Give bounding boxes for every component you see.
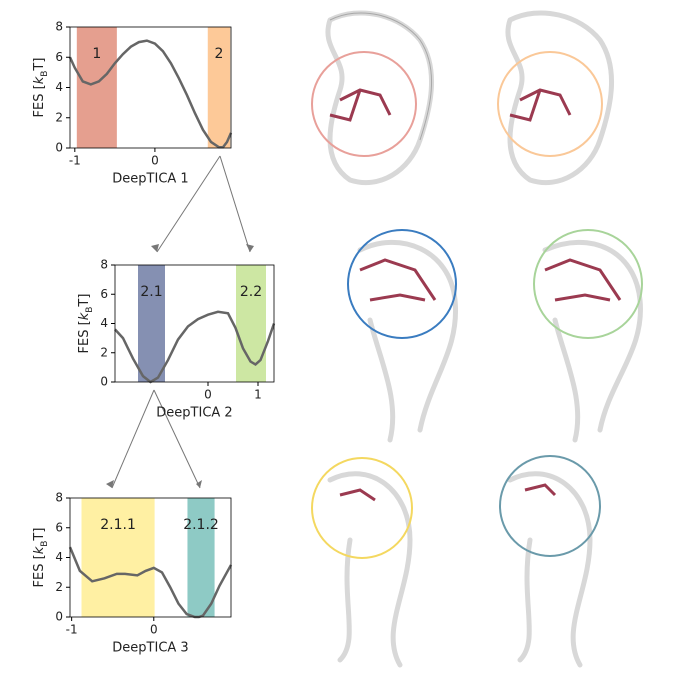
x-axis-label: DeepTICA 1 [112, 172, 188, 187]
x-tick-label: -1 [69, 154, 81, 168]
arrow [156, 155, 221, 253]
region-label: 2.1.1 [100, 517, 136, 533]
y-axis-label-part: FES [ [77, 320, 92, 353]
y-tick-label: 4 [100, 316, 108, 330]
y-axis-label-part: FES [ [32, 84, 47, 117]
y-tick-label: 6 [55, 520, 63, 534]
fes-curve [114, 310, 276, 384]
arrow [111, 389, 155, 489]
structure [533, 229, 643, 443]
y-tick-label: 0 [55, 610, 63, 624]
region-label: 2.1.2 [183, 517, 219, 533]
region [207, 27, 231, 148]
y-tick-label: 8 [55, 491, 63, 505]
structure-images [311, 10, 643, 668]
structure [311, 457, 413, 668]
y-axis-label-part: k [32, 76, 47, 84]
y-tick-label: 6 [100, 287, 108, 301]
region [236, 265, 266, 382]
x-axis-label: DeepTICA 3 [112, 641, 188, 656]
structure [499, 455, 601, 668]
y-axis-label-part: B [40, 71, 50, 77]
y-axis-label: FES [kBT] [32, 528, 50, 588]
x-tick-label: 0 [151, 154, 159, 168]
fes-curve [68, 546, 233, 619]
region [76, 27, 117, 148]
y-tick-label: 0 [100, 375, 108, 389]
y-axis-label-part: T] [32, 58, 47, 72]
region [138, 265, 165, 382]
y-axis-label: FES [kBT] [32, 58, 50, 118]
chart: 2.1 2.2 0 2 4 6 8 0 1 DeepTICA 2 FES [kBT] [77, 258, 276, 421]
chart: 1 2 0 2 4 6 8 -1 0 DeepTICA 1 FES [kBT] [32, 20, 233, 187]
y-axis-label-part: k [77, 312, 92, 320]
y-tick-label: 4 [55, 550, 63, 564]
region [187, 498, 215, 617]
y-tick-label: 8 [100, 258, 108, 272]
y-axis-label-part: T] [77, 294, 92, 308]
structure [347, 229, 459, 443]
region-label: 2.2 [240, 284, 262, 300]
y-axis-label-part: T] [32, 528, 47, 542]
region-label: 1 [92, 46, 101, 62]
x-tick-label: 0 [204, 388, 212, 402]
region-label: 2.1 [140, 284, 162, 300]
x-tick-label: 1 [254, 388, 262, 402]
x-tick-label: 0 [150, 623, 158, 637]
structure [497, 10, 614, 186]
y-tick-label: 2 [100, 345, 108, 359]
y-axis-label-part: k [32, 546, 47, 554]
y-tick-label: 4 [55, 80, 63, 94]
y-tick-label: 2 [55, 110, 63, 124]
arrow [219, 155, 251, 253]
y-axis-label-part: B [40, 541, 50, 547]
x-tick-label: -1 [66, 623, 78, 637]
arrow [153, 389, 201, 489]
y-axis-label-part: B [85, 307, 95, 313]
y-tick-label: 8 [55, 20, 63, 34]
y-tick-label: 0 [55, 141, 63, 155]
y-tick-label: 6 [55, 50, 63, 64]
structure [311, 10, 434, 186]
y-tick-label: 2 [55, 580, 63, 594]
arrows [106, 155, 254, 489]
y-axis-label: FES [kBT] [77, 294, 95, 354]
region-label: 2 [215, 46, 224, 62]
y-axis-label-part: FES [ [32, 554, 47, 587]
fes-curve [68, 39, 233, 149]
x-axis-label: DeepTICA 2 [156, 406, 232, 421]
region [81, 498, 155, 617]
